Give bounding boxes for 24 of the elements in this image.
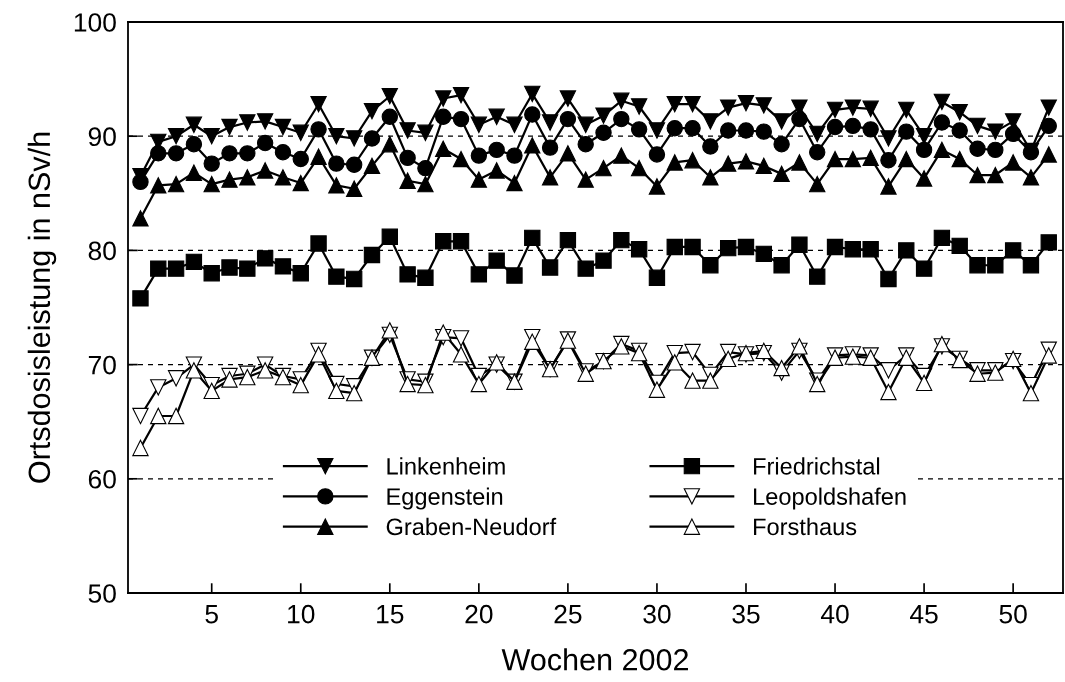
y-tick-label: 80 bbox=[88, 241, 116, 261]
legend-label: Graben-Neudorf bbox=[386, 517, 557, 536]
x-tick-label: 5 bbox=[205, 605, 218, 624]
x-axis-title: Wochen 2002 bbox=[501, 648, 688, 671]
x-tick-label: 50 bbox=[999, 604, 1027, 624]
x-tick-label: 35 bbox=[732, 604, 760, 624]
y-tick-label: 100 bbox=[74, 13, 116, 32]
y-tick-label: 70 bbox=[88, 355, 116, 375]
legend-label: Linkenheim bbox=[387, 457, 505, 475]
x-tick-label: 30 bbox=[643, 604, 671, 624]
x-tick-label: 45 bbox=[910, 605, 938, 624]
x-tick-label: 40 bbox=[820, 604, 849, 624]
x-tick-label: 15 bbox=[377, 605, 404, 624]
y-tick-label: 50 bbox=[88, 584, 116, 603]
y-tick-label: 90 bbox=[88, 127, 116, 147]
y-axis-title: Ortsdosisleistung in nSv/h bbox=[27, 132, 57, 483]
x-tick-label: 10 bbox=[288, 604, 315, 624]
x-tick-label: 20 bbox=[465, 604, 493, 624]
legend-label: Leopoldshafen bbox=[754, 487, 906, 510]
y-tick-label: 60 bbox=[88, 469, 116, 489]
x-tick-label: 25 bbox=[554, 604, 582, 624]
legend-label: Forsthaus bbox=[754, 517, 857, 536]
legend-label: Eggenstein bbox=[387, 487, 503, 510]
legend-label: Friedrichstal bbox=[754, 457, 880, 475]
